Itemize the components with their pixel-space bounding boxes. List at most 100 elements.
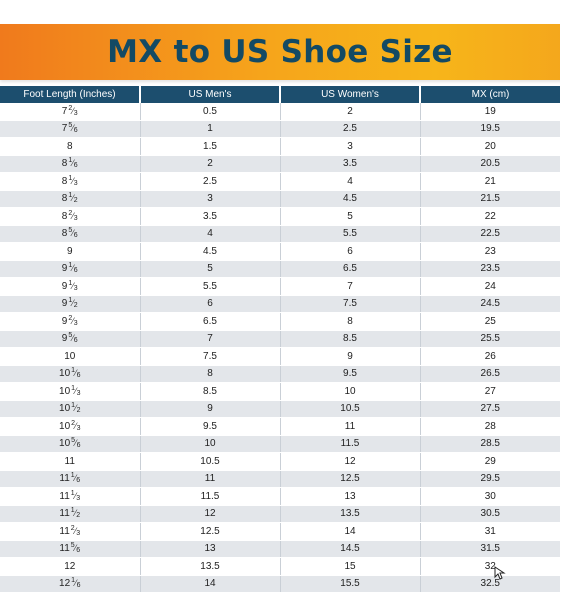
fraction-numerator: 5 [71, 437, 76, 445]
foot-length-whole: 10 [59, 403, 71, 415]
cell-us-womens: 14.5 [280, 540, 421, 558]
cell-us-womens: 15.5 [280, 575, 421, 593]
fraction-denominator: 3 [73, 319, 78, 327]
fraction-denominator: 3 [76, 424, 81, 432]
cell-us-womens: 3.5 [280, 155, 421, 173]
fraction-numerator: 1 [68, 157, 73, 165]
fraction-slash: ⁄ [72, 315, 74, 326]
table-row: 11 1 ⁄ 3 11.5 13 30 [0, 487, 560, 506]
cell-us-womens: 9.5 [280, 365, 421, 383]
cell-mx-cm: 28.5 [420, 435, 560, 453]
table-row: 10 5 ⁄ 6 10 11.5 28.5 [0, 435, 560, 453]
cell-foot-length: 9 5 ⁄ 6 [0, 330, 141, 348]
fraction-numerator: 2 [71, 419, 76, 427]
table-row: 12 13.5 15 32 [0, 557, 560, 576]
foot-length-value: 11 [65, 456, 75, 467]
fraction-denominator: 6 [76, 442, 81, 450]
column-header-mx-cm: MX (cm) [420, 86, 560, 103]
foot-length-whole: 11 [59, 473, 70, 485]
table-row: 9 5 ⁄ 6 7 8.5 25.5 [0, 330, 560, 348]
table-row: 11 10.5 12 29 [0, 452, 560, 471]
fraction-numerator: 1 [71, 577, 76, 585]
fraction-numerator: 1 [71, 384, 76, 392]
fraction-slash: ⁄ [74, 543, 77, 554]
cell-us-womens: 12 [280, 452, 421, 471]
cell-us-womens: 5 [280, 207, 421, 226]
cell-us-mens: 9 [140, 400, 281, 418]
fraction-denominator: 6 [73, 337, 78, 345]
cell-us-womens: 4 [280, 172, 421, 191]
page-title: MX to US Shoe Size [107, 34, 453, 70]
foot-length-value: 11 2 ⁄ 3 [59, 524, 80, 537]
foot-length-whole: 10 [59, 368, 71, 380]
cell-mx-cm: 29.5 [420, 470, 560, 488]
foot-length-whole: 9 [61, 298, 68, 310]
cell-mx-cm: 30 [420, 487, 560, 506]
fraction-slash: ⁄ [72, 123, 74, 134]
cell-us-womens: 2.5 [280, 120, 421, 138]
fraction-denominator: 3 [76, 494, 81, 502]
cell-us-womens: 15 [280, 557, 421, 576]
cell-foot-length: 7 5 ⁄ 6 [0, 120, 141, 138]
foot-length-value: 10 1 ⁄ 3 [59, 384, 80, 397]
cell-mx-cm: 20.5 [420, 155, 560, 173]
foot-length-whole: 9 [61, 333, 68, 345]
cell-us-womens: 2 [280, 103, 421, 121]
cell-foot-length: 11 2 ⁄ 3 [0, 522, 141, 541]
cell-us-womens: 6.5 [280, 260, 421, 278]
fraction-slash: ⁄ [75, 420, 77, 431]
table-row: 10 1 ⁄ 6 8 9.5 26.5 [0, 365, 560, 383]
foot-length-whole: 8 [61, 228, 68, 240]
cell-mx-cm: 19.5 [420, 120, 560, 138]
foot-length-value: 8 1 ⁄ 2 [62, 192, 78, 205]
foot-length-whole: 8 [66, 140, 73, 152]
fraction-numerator: 2 [68, 314, 73, 322]
fraction-denominator: 2 [73, 197, 78, 205]
cell-mx-cm: 24 [420, 277, 560, 296]
fraction-slash: ⁄ [72, 105, 74, 116]
fraction-slash: ⁄ [72, 280, 74, 291]
fraction-denominator: 6 [76, 372, 81, 380]
table-row: 11 2 ⁄ 3 12.5 14 31 [0, 522, 560, 541]
foot-length-whole: 11 [59, 543, 70, 555]
cell-foot-length: 11 1 ⁄ 3 [0, 487, 141, 506]
fraction-slash: ⁄ [75, 385, 77, 396]
fraction-numerator: 2 [70, 524, 75, 532]
fraction-numerator: 1 [70, 472, 75, 480]
foot-length-whole: 9 [61, 315, 68, 327]
cell-foot-length: 8 1 ⁄ 6 [0, 155, 141, 173]
cell-us-mens: 6 [140, 295, 281, 313]
title-banner: MX to US Shoe Size [0, 24, 580, 80]
fraction-numerator: 5 [68, 227, 73, 235]
fraction-numerator: 1 [68, 174, 73, 182]
cell-us-mens: 2 [140, 155, 281, 173]
table-row: 10 7.5 9 26 [0, 347, 560, 366]
fraction-numerator: 1 [71, 367, 76, 375]
cell-mx-cm: 24.5 [420, 295, 560, 313]
table-row: 11 5 ⁄ 6 13 14.5 31.5 [0, 540, 560, 558]
cell-mx-cm: 28 [420, 417, 560, 436]
foot-length-whole: 7 [61, 105, 68, 117]
table-row: 7 2 ⁄ 3 0.5 2 19 [0, 103, 560, 121]
cell-us-womens: 4.5 [280, 190, 421, 208]
cell-foot-length: 8 5 ⁄ 6 [0, 225, 141, 243]
column-header-foot-length: Foot Length (Inches) [0, 86, 141, 103]
cell-us-womens: 11.5 [280, 435, 421, 453]
cell-us-mens: 3 [140, 190, 281, 208]
cell-foot-length: 9 1 ⁄ 3 [0, 277, 141, 296]
foot-length-value: 10 [64, 351, 75, 362]
cell-us-mens: 8 [140, 365, 281, 383]
table-row: 7 5 ⁄ 6 1 2.5 19.5 [0, 120, 560, 138]
cell-us-womens: 7.5 [280, 295, 421, 313]
foot-length-value: 11 5 ⁄ 6 [59, 542, 80, 555]
cell-mx-cm: 19 [420, 103, 560, 121]
foot-length-value: 7 2 ⁄ 3 [61, 105, 78, 117]
size-chart-table: Foot Length (Inches) US Men's US Women's… [0, 86, 560, 593]
cell-us-mens: 3.5 [140, 207, 281, 226]
cell-mx-cm: 22.5 [420, 225, 560, 243]
cell-us-mens: 7.5 [140, 347, 281, 366]
fraction-denominator: 3 [73, 214, 78, 222]
fraction-denominator: 6 [76, 582, 81, 590]
cell-mx-cm: 27 [420, 382, 560, 401]
fraction-slash: ⁄ [72, 228, 74, 239]
